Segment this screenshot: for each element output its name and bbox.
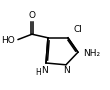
Text: H: H [36, 68, 41, 77]
Text: Cl: Cl [73, 25, 82, 34]
Text: HO: HO [1, 36, 14, 45]
Text: N: N [41, 66, 48, 75]
Text: O: O [28, 11, 35, 20]
Text: NH₂: NH₂ [83, 49, 100, 58]
Text: N: N [63, 66, 70, 75]
